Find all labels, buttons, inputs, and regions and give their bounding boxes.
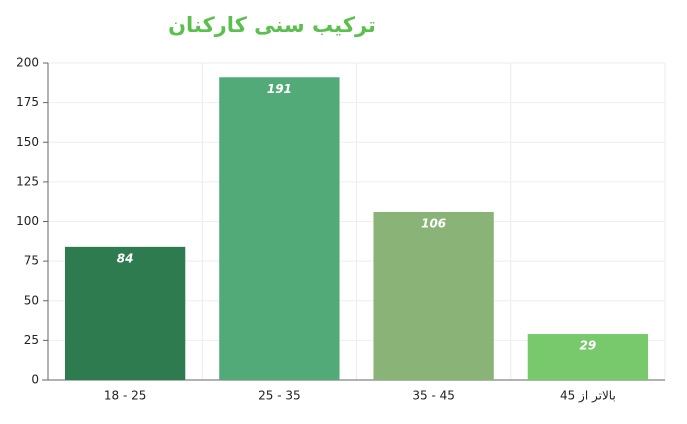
y-tick-label: 175 [16, 95, 39, 109]
x-tick-label: 18 - 25 [104, 389, 147, 403]
bar [373, 211, 494, 380]
y-tick-label: 50 [24, 293, 39, 307]
y-tick-label: 75 [24, 254, 39, 268]
value-label: 191 [267, 82, 292, 96]
x-tick-label: 25 - 35 [258, 389, 301, 403]
value-label: 84 [117, 251, 134, 265]
x-tick-label: بالاتر از 45 [560, 389, 616, 404]
x-tick-label: 35 - 45 [412, 389, 455, 403]
value-label: 106 [421, 216, 446, 230]
y-tick-label: 200 [16, 56, 39, 70]
bar [64, 246, 186, 380]
y-tick-label: 0 [31, 373, 39, 387]
bar [527, 334, 649, 380]
y-tick-label: 125 [16, 174, 39, 188]
y-tick-label: 150 [16, 135, 39, 149]
y-tick-label: 25 [24, 333, 39, 347]
y-tick-label: 100 [16, 214, 39, 228]
value-label: 29 [580, 339, 597, 353]
bar [219, 77, 340, 380]
chart-title: ترکیب سنی کارکنان [168, 13, 376, 37]
